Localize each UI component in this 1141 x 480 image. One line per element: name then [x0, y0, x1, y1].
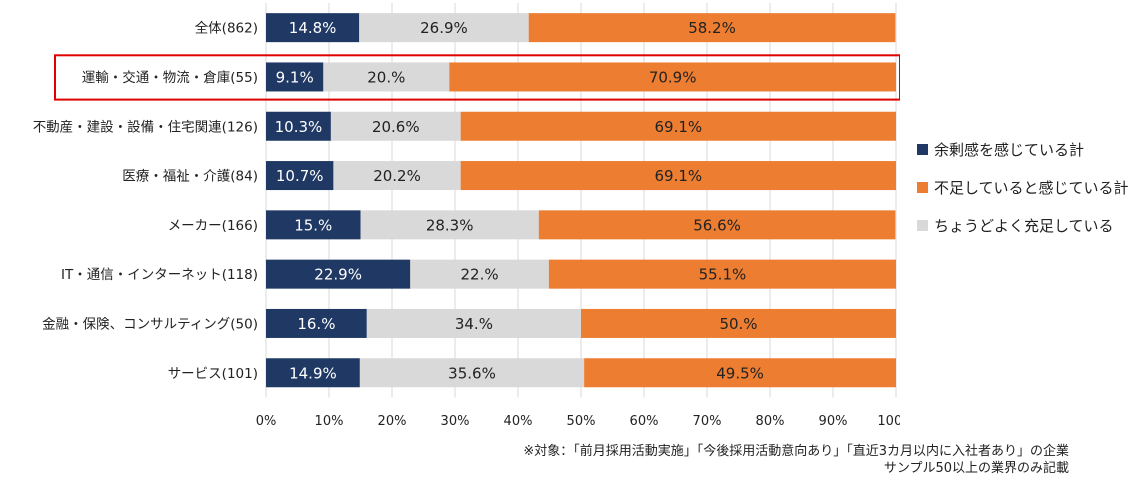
- bar-segment: [323, 62, 450, 92]
- bar-segment: [359, 13, 529, 43]
- footnote-line-1: ※対象：「前月採用活動実施」「今後採用活動意向あり」「直近3カ月以内に入社者あり…: [523, 444, 1069, 459]
- data-label: 10.3%: [275, 118, 323, 136]
- data-label: 50.%: [719, 315, 757, 333]
- highlight-box: [54, 54, 900, 101]
- data-label: 9.1%: [276, 68, 314, 86]
- bar-segment: [548, 259, 896, 289]
- data-label: 14.8%: [289, 19, 337, 37]
- data-label: 56.6%: [693, 216, 741, 234]
- data-label: 70.9%: [649, 68, 697, 86]
- data-label: 34.%: [455, 315, 493, 333]
- legend: 余剰感を感じている計 不足していると感じている計 ちょうどよく充足している: [917, 130, 1129, 244]
- x-tick-label: 70%: [693, 414, 722, 429]
- bar-segment: [266, 210, 361, 240]
- x-tick-label: 20%: [378, 414, 407, 429]
- bar-segment: [366, 308, 581, 338]
- bar-segment: [584, 358, 896, 388]
- bar-segment: [449, 62, 896, 92]
- x-tick-label: 30%: [441, 414, 470, 429]
- data-label: 20.%: [367, 68, 405, 86]
- data-label: 14.9%: [289, 364, 337, 382]
- bar-segment: [528, 13, 896, 43]
- category-label: 全体(862): [195, 20, 258, 37]
- legend-item-surplus: 余剰感を感じている計: [917, 130, 1129, 168]
- legend-swatch-adequate: [917, 219, 928, 231]
- bar-segment: [581, 308, 896, 338]
- data-label: 49.5%: [716, 364, 764, 382]
- legend-swatch-surplus: [917, 143, 928, 155]
- category-label: 金融・保険、コンサルティング(50): [42, 316, 258, 332]
- data-label: 20.2%: [373, 167, 421, 185]
- bar-segment: [460, 161, 896, 191]
- x-tick-label: 80%: [756, 414, 785, 429]
- x-tick-label: 50%: [567, 414, 596, 429]
- bar-segment: [538, 210, 896, 240]
- category-label: 医療・福祉・介護(84): [122, 168, 258, 185]
- bar-segment: [266, 161, 334, 191]
- x-tick-label: 100%: [877, 414, 900, 429]
- bar-segment: [359, 358, 585, 388]
- legend-label-shortage: 不足していると感じている計: [934, 178, 1129, 197]
- data-label: 20.6%: [372, 118, 420, 136]
- category-label: IT・通信・インターネット(118): [61, 267, 258, 283]
- bar-segment: [330, 111, 461, 141]
- x-tick-label: 10%: [315, 414, 344, 429]
- bar-segment: [460, 111, 896, 141]
- data-label: 55.1%: [699, 266, 747, 284]
- bar-segment: [266, 111, 331, 141]
- bar-segment: [266, 62, 324, 92]
- data-label: 28.3%: [426, 216, 474, 234]
- bar-segment: [360, 210, 539, 240]
- data-label: 26.9%: [420, 19, 468, 37]
- x-tick-label: 40%: [504, 414, 533, 429]
- bar-segment: [410, 259, 549, 289]
- data-label: 16.%: [297, 315, 335, 333]
- category-label: 運輸・交通・物流・倉庫(55): [82, 69, 258, 86]
- bar-segment: [333, 161, 461, 191]
- legend-label-surplus: 余剰感を感じている計: [934, 140, 1085, 159]
- data-label: 69.1%: [655, 167, 703, 185]
- data-label: 10.7%: [276, 167, 324, 185]
- bar-segment: [266, 259, 411, 289]
- stacked-bar-chart: 14.8% 26.9% 58.2% 全体(862) 9.1% 20.% 70.9% 運輸・交通…: [33, 3, 900, 429]
- x-tick-label: 0%: [256, 414, 277, 429]
- legend-item-shortage: 不足していると感じている計: [917, 168, 1129, 206]
- data-label: 22.%: [461, 266, 499, 284]
- x-tick-label: 90%: [819, 414, 848, 429]
- legend-swatch-shortage: [917, 181, 928, 193]
- data-label: 35.6%: [448, 364, 496, 382]
- footnote-line-2: サンプル50以上の業界のみ記載: [883, 461, 1069, 476]
- footnote: ※対象：「前月採用活動実施」「今後採用活動意向あり」「直近3カ月以内に入社者あり…: [523, 443, 1069, 477]
- category-label: メーカー(166): [168, 218, 258, 234]
- category-label: 不動産・建設・設備・住宅関連(126): [33, 119, 258, 135]
- x-tick-label: 60%: [630, 414, 659, 429]
- bar-segment: [266, 358, 360, 388]
- bar-segment: [266, 308, 367, 338]
- category-label: サービス(101): [168, 366, 258, 382]
- data-label: 69.1%: [655, 118, 703, 136]
- legend-label-adequate: ちょうどよく充足している: [934, 216, 1114, 235]
- legend-item-adequate: ちょうどよく充足している: [917, 206, 1129, 244]
- bar-segment: [266, 13, 360, 43]
- data-label: 15.%: [294, 216, 332, 234]
- data-label: 58.2%: [688, 19, 736, 37]
- data-label: 22.9%: [314, 266, 362, 284]
